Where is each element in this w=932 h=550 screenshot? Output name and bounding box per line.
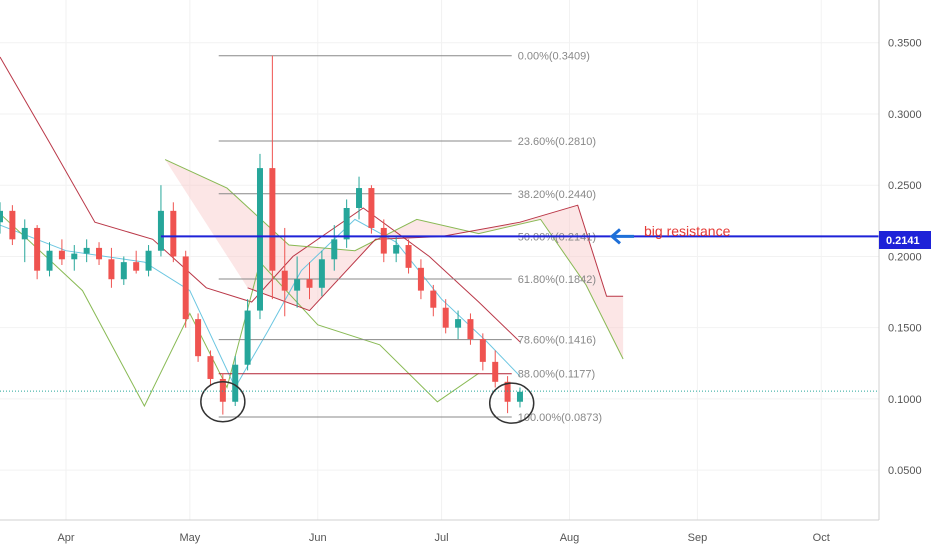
resistance-arrow-head: [609, 228, 621, 245]
candle-body: [516, 391, 523, 402]
fib-level-label: 38.20%(0.2440): [518, 189, 596, 201]
candle-body: [417, 267, 424, 291]
candle-body: [9, 210, 16, 240]
price-tick-label[interactable]: 0.2000: [888, 251, 922, 263]
candle-body: [467, 319, 474, 340]
candle-body: [170, 210, 177, 257]
hand-drawn-circles: [200, 381, 535, 424]
candle-body: [442, 307, 449, 328]
price-tag-box: [879, 231, 931, 249]
resistance-line[interactable]: [160, 228, 879, 245]
candle-body: [492, 361, 499, 382]
time-tick-label[interactable]: Aug: [560, 532, 580, 544]
candle-body: [380, 227, 387, 254]
time-axis-ticks[interactable]: Apr May Jun Jul Aug Sep Oct: [57, 532, 829, 544]
fib-level-label: 23.60%(0.2810): [518, 136, 596, 148]
fib-level-label: 88.00%(0.1177): [518, 369, 595, 381]
candle-body: [343, 208, 350, 240]
time-tick-label[interactable]: Apr: [57, 532, 74, 544]
resistance-price-tag: 0.2141: [879, 231, 931, 249]
candle-body: [479, 339, 486, 362]
price-tick-label[interactable]: 0.0500: [888, 465, 922, 477]
candle-body: [269, 168, 276, 271]
candle-body: [455, 319, 462, 328]
resistance-annotation: big resistance: [644, 223, 731, 239]
candle-body: [430, 290, 437, 308]
annotations: big resistance: [644, 223, 731, 239]
time-tick-label[interactable]: Jul: [435, 532, 449, 544]
fib-level-label: 61.80%(0.1842): [518, 274, 596, 286]
candle-body: [108, 259, 115, 280]
candle-body: [46, 250, 53, 271]
candle-body: [120, 262, 127, 280]
cloud-area: [165, 159, 624, 360]
indicator-line-4: [247, 204, 624, 312]
candle-body: [96, 247, 103, 260]
candle-body: [133, 262, 140, 271]
axes: [0, 0, 880, 521]
candle-body: [504, 381, 511, 402]
fib-level-label: 100.00%(0.0873): [518, 412, 602, 424]
candle-body: [58, 250, 65, 260]
candle-body: [182, 256, 189, 320]
candle-body: [232, 364, 239, 402]
candle-body: [256, 168, 263, 311]
candle-body: [393, 245, 400, 254]
fibonacci-retracement[interactable]: 0.00%(0.3409) 23.60%(0.2810) 38.20%(0.2440…: [218, 51, 602, 424]
price-tick-label[interactable]: 0.3000: [888, 109, 922, 121]
time-tick-label[interactable]: Sep: [688, 532, 708, 544]
time-tick-label[interactable]: May: [179, 532, 200, 544]
candle-body: [83, 247, 90, 254]
price-tick-label[interactable]: 0.2500: [888, 180, 922, 192]
price-tick-label[interactable]: 0.3500: [888, 38, 922, 50]
price-tick-label[interactable]: 0.1500: [888, 323, 922, 335]
candle-body: [281, 270, 288, 291]
candle-body: [244, 310, 251, 365]
candle-body: [157, 210, 164, 251]
candle-body: [294, 279, 301, 291]
candle-body: [405, 245, 412, 268]
candle-body: [306, 279, 313, 288]
candle-body: [21, 227, 28, 240]
price-tag-label: 0.2141: [886, 235, 920, 247]
ichimoku-cloud: [165, 159, 624, 360]
candle-body: [145, 250, 152, 271]
circle-may-low: [200, 381, 246, 423]
candle-body: [71, 253, 78, 260]
candle-body: [318, 259, 325, 288]
candle-body: [195, 319, 202, 357]
indicator-line-3: [164, 159, 624, 360]
grid: [0, 0, 879, 520]
fib-level-label: 0.00%(0.3409): [518, 51, 590, 63]
candle-body: [207, 356, 214, 379]
candle-body: [356, 188, 363, 208]
candle-body: [219, 378, 226, 402]
time-tick-label[interactable]: Oct: [813, 532, 830, 544]
price-axis-ticks[interactable]: 0.0500 0.1000 0.1500 0.2000 0.2500 0.3000 0.35…: [888, 38, 922, 477]
candle-body: [368, 188, 375, 228]
fib-level-label: 78.60%(0.1416): [518, 335, 596, 347]
circle-jul-low: [488, 382, 535, 424]
candle-body: [331, 239, 338, 260]
price-tick-label[interactable]: 0.1000: [888, 394, 922, 406]
candle-body: [34, 227, 41, 271]
indicator-line-1: [0, 56, 521, 343]
time-tick-label[interactable]: Jun: [309, 532, 327, 544]
candlesticks: [0, 55, 523, 415]
candle-body: [0, 210, 3, 223]
